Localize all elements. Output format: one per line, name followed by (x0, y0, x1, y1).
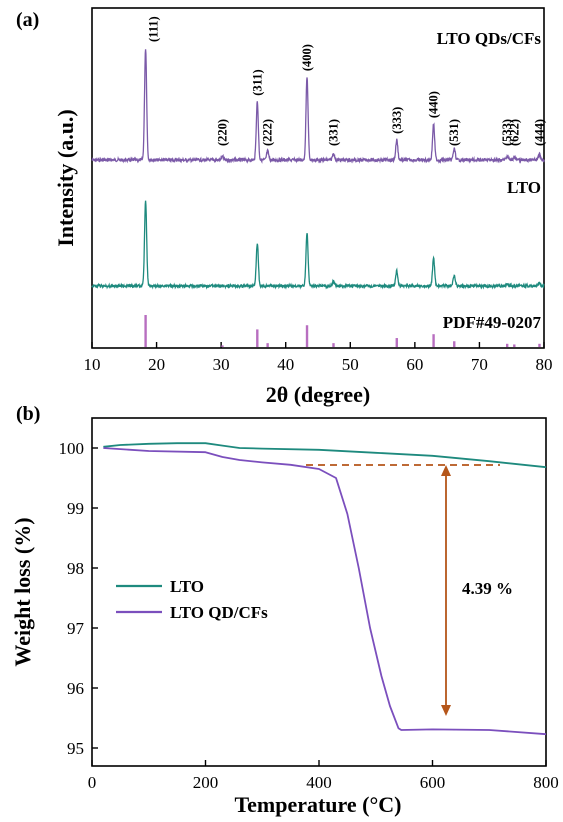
peak-label: (400) (300, 44, 314, 71)
x-tick-label: 30 (213, 355, 230, 374)
panel-b-tga: (b) 0 200 400 600 800 95 96 97 98 99 100 4.39 % LT… (10, 403, 559, 817)
panel-b-plot-area (103, 442, 547, 736)
panel-a-x-axis: 10 20 30 40 50 60 70 80 (84, 342, 553, 374)
y-tick-label: 100 (59, 439, 85, 458)
arrow-down-icon (441, 705, 451, 716)
x-tick-label: 80 (536, 355, 553, 374)
tga-series-line (103, 442, 547, 469)
xrd-series-line (91, 200, 545, 290)
y-tick-label: 99 (67, 499, 84, 518)
panel-b-axes: 0 200 400 600 800 95 96 97 98 99 100 (59, 439, 559, 792)
peak-label: (531) (447, 119, 461, 146)
legend-label-lto: LTO (170, 577, 204, 596)
x-tick-label: 800 (533, 773, 559, 792)
y-tick-label: 96 (67, 679, 84, 698)
peak-label: (440) (427, 91, 441, 118)
x-tick-label: 60 (406, 355, 423, 374)
xrd-series-line (91, 49, 545, 165)
peak-label: (444) (532, 119, 546, 146)
x-tick-label: 70 (471, 355, 488, 374)
panel-a-x-axis-label: 2θ (degree) (266, 382, 371, 407)
series-label-lto-qds-cfs: LTO QDs/CFs (437, 29, 542, 48)
panel-a-label: (a) (16, 9, 39, 31)
peak-label: (311) (250, 69, 264, 95)
panel-a-peak-labels: (111) (220) (311) (222) (400) (331) (333) (440)… (147, 16, 547, 146)
panel-b-label: (b) (16, 403, 40, 425)
tga-series-line (103, 447, 547, 736)
panel-b-x-axis-label: Temperature (°C) (234, 792, 401, 817)
x-tick-label: 200 (193, 773, 219, 792)
weight-loss-value: 4.39 % (462, 579, 513, 598)
panel-a-frame (91, 7, 545, 349)
series-label-pdf: PDF#49-0207 (443, 313, 542, 332)
legend: LTO LTO QD/CFs (116, 577, 268, 622)
panel-a-xrd: (a) 10 20 30 40 50 60 70 80 (111) (220) (311) (222… (16, 7, 553, 407)
panel-b-y-axis-label: Weight loss (%) (10, 517, 35, 666)
x-tick-label: 600 (420, 773, 446, 792)
peak-label: (220) (215, 119, 229, 146)
panel-a-plot-area (91, 49, 545, 347)
x-tick-label: 20 (148, 355, 165, 374)
y-tick-label: 95 (67, 739, 84, 758)
peak-label: (622) (507, 119, 521, 146)
legend-label-lto-qd-cfs: LTO QD/CFs (170, 603, 268, 622)
peak-label: (533) (500, 119, 514, 146)
x-tick-label: 40 (277, 355, 294, 374)
peak-label: (222) (261, 119, 275, 146)
peak-label: (331) (326, 119, 340, 146)
peak-label: (111) (147, 16, 161, 42)
x-tick-label: 10 (84, 355, 101, 374)
x-tick-label: 400 (306, 773, 332, 792)
x-tick-label: 0 (88, 773, 97, 792)
panel-a-y-axis-label: Intensity (a.u.) (53, 109, 78, 247)
panel-b-annotation: 4.39 % (306, 464, 513, 716)
series-label-lto: LTO (507, 178, 541, 197)
arrow-up-icon (441, 465, 451, 476)
x-tick-label: 50 (342, 355, 359, 374)
peak-label: (333) (390, 107, 404, 134)
y-tick-label: 97 (67, 619, 85, 638)
y-tick-label: 98 (67, 559, 84, 578)
